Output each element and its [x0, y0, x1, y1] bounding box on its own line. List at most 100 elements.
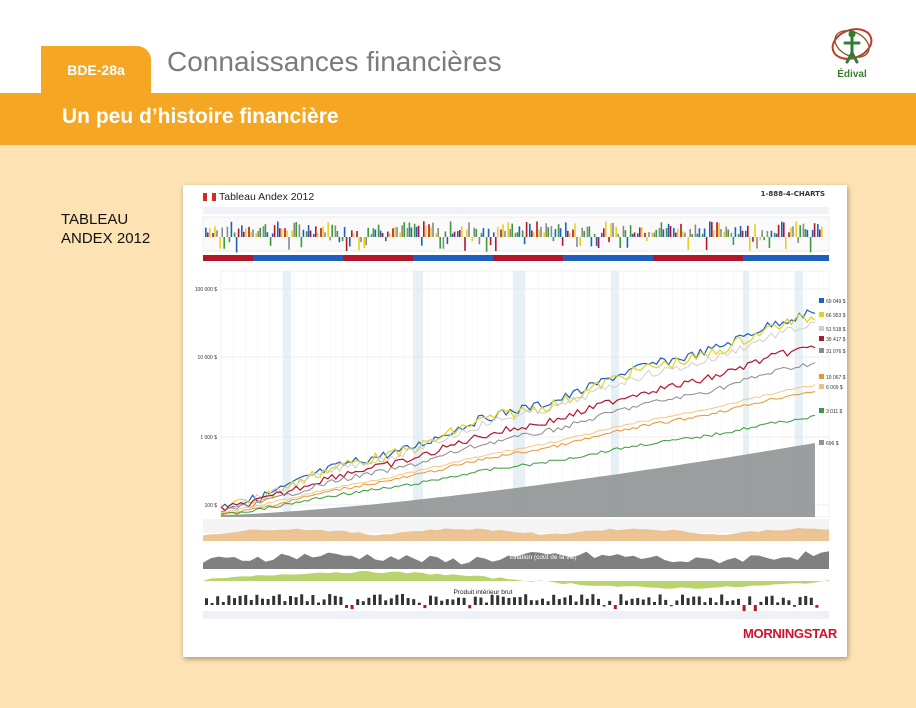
mini-bar — [813, 223, 816, 237]
mini-bar — [473, 227, 475, 237]
mini-bar — [365, 237, 367, 246]
gdp-bar — [496, 595, 500, 605]
mini-bar — [675, 232, 677, 237]
mini-bar — [543, 232, 545, 237]
mini-bar — [655, 229, 657, 237]
mini-bar — [669, 226, 672, 237]
andex-title: Tableau Andex 2012 — [219, 191, 315, 203]
gdp-bar — [781, 597, 785, 605]
recession-shading — [513, 271, 525, 517]
series-end-value: 51 518 $ — [826, 327, 846, 333]
mini-bar — [432, 222, 434, 237]
recession-shading — [283, 271, 291, 517]
mini-bar — [586, 226, 589, 237]
mini-bar — [334, 225, 337, 237]
gdp-bar — [809, 597, 813, 605]
mini-bar — [343, 227, 346, 237]
mini-bar — [269, 237, 272, 246]
mini-bar — [305, 231, 308, 237]
mini-bar — [694, 224, 697, 237]
mini-bar — [684, 232, 686, 237]
mini-bar — [279, 228, 281, 237]
gdp-bar — [507, 597, 511, 605]
series-end-value: 31 076 $ — [826, 349, 846, 355]
mini-bar — [811, 229, 814, 237]
gdp-bar — [686, 598, 690, 605]
mini-bar — [209, 228, 211, 237]
mini-bar — [485, 237, 488, 252]
mini-bar — [619, 237, 621, 249]
banner: Un peu d’histoire financière — [0, 93, 916, 145]
mini-bar — [336, 231, 339, 237]
gdp-bar — [473, 596, 477, 605]
mini-bar — [392, 228, 394, 237]
gdp-bar — [244, 595, 248, 605]
mini-bar — [207, 232, 209, 237]
mini-bar — [759, 237, 761, 241]
module-badge-text: BDE-28a — [67, 61, 125, 78]
gdp-bar — [613, 605, 617, 610]
mini-bar — [425, 225, 427, 237]
gdp-bar — [429, 595, 432, 605]
mini-bar — [466, 229, 468, 237]
mini-bar — [243, 231, 245, 237]
andex-phone: 1-888-4-CHARTS — [760, 190, 825, 198]
mini-bar — [442, 237, 445, 249]
gdp-bar — [557, 599, 561, 605]
gdp-bar — [720, 594, 724, 605]
gdp-bar — [636, 598, 640, 605]
gdp-bar — [445, 599, 449, 605]
series-end-marker — [819, 312, 824, 317]
mini-bar — [353, 233, 355, 237]
mini-bar — [475, 228, 477, 237]
gdp-bar — [770, 595, 774, 605]
mini-bar — [514, 232, 517, 237]
mini-bar — [461, 226, 463, 237]
mini-bar — [408, 222, 411, 237]
mini-bar — [421, 237, 423, 246]
gdp-bar — [401, 594, 404, 605]
mini-bar — [341, 237, 344, 242]
mini-bar — [288, 237, 290, 250]
mini-bar — [653, 232, 655, 237]
gdp-bar — [804, 595, 808, 605]
mini-bar — [315, 226, 317, 237]
gdp-bar — [630, 598, 634, 605]
mini-bar — [802, 223, 805, 237]
gdp-bar — [490, 594, 494, 605]
mini-bar — [761, 230, 763, 237]
mini-bar — [617, 233, 619, 237]
gdp-bar — [725, 601, 729, 605]
mini-bar — [631, 233, 634, 237]
mini-bar — [389, 233, 391, 237]
gdp-bar — [205, 598, 208, 605]
gdp-bar — [546, 601, 550, 605]
government-stripe-segment — [563, 255, 653, 261]
mini-bar — [205, 227, 207, 237]
mini-bar — [754, 224, 756, 237]
mini-bar — [262, 226, 265, 237]
canada-flag-icon — [203, 193, 216, 201]
government-stripe-segment — [203, 255, 253, 261]
mini-bar — [581, 227, 583, 237]
mini-bar — [226, 226, 229, 237]
series-line — [220, 345, 816, 512]
mini-bar — [396, 227, 398, 237]
mini-bar — [511, 223, 513, 237]
mini-bar — [428, 224, 430, 237]
gdp-bar — [300, 594, 304, 605]
gdp-bar — [742, 605, 746, 612]
mini-bar — [608, 237, 610, 243]
mini-bar — [320, 228, 322, 237]
mini-bar — [518, 226, 521, 237]
gdp-bar — [373, 594, 376, 605]
mini-bar — [574, 223, 576, 237]
government-stripe-segment — [653, 255, 743, 261]
gdp-bar — [221, 602, 225, 605]
mini-bar — [493, 232, 495, 237]
mini-bar — [417, 225, 420, 237]
mini-bar — [219, 237, 221, 249]
mini-bar — [271, 233, 274, 237]
mini-bar — [667, 223, 670, 237]
government-stripe-segment — [343, 255, 413, 261]
